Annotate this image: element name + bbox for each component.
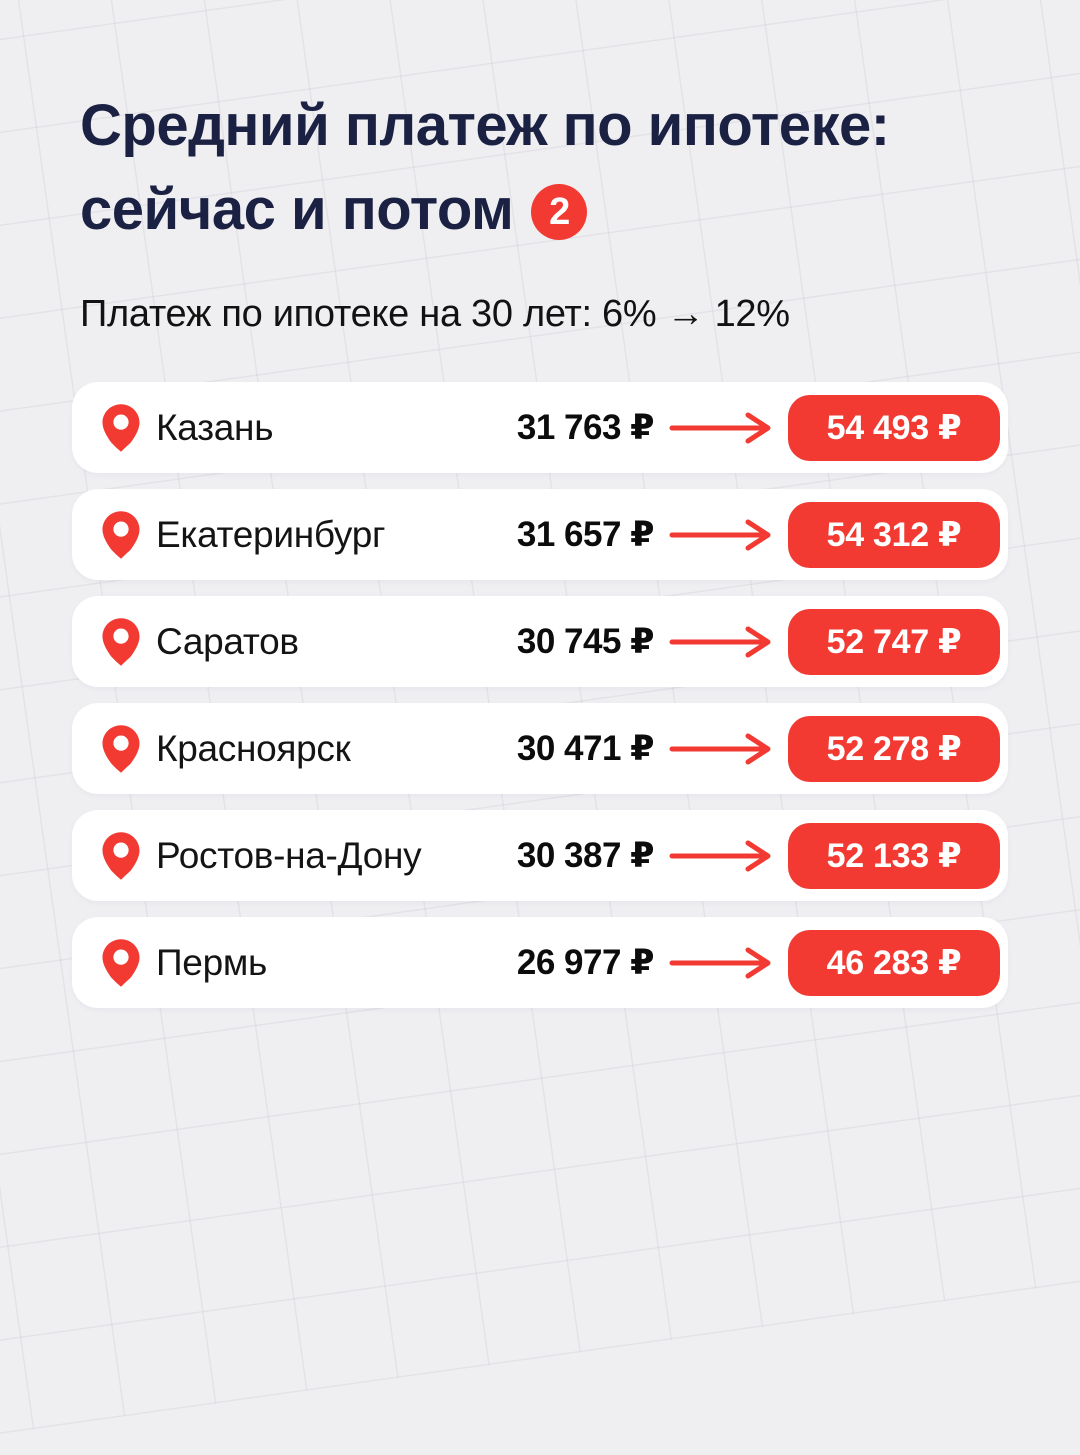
city-list: Казань 31 763 ₽ 54 493 ₽ Екатеринбург 31… [72, 382, 1008, 1009]
list-item: Екатеринбург 31 657 ₽ 54 312 ₽ [72, 489, 1008, 581]
payment-future-badge: 52 747 ₽ [788, 608, 1000, 675]
payment-future-badge: 52 278 ₽ [788, 715, 1000, 782]
payment-future-badge: 54 493 ₽ [788, 394, 1000, 461]
payment-current: 30 745 ₽ [516, 621, 655, 661]
arrow-right-icon [669, 733, 771, 765]
infographic: Средний платеж по ипотеке: сейчас и пото… [72, 84, 1008, 1009]
page-number-badge: 2 [531, 184, 588, 241]
city-name: Красноярск [156, 727, 351, 769]
page-title: Средний платеж по ипотеке: сейчас и пото… [80, 84, 1008, 251]
payment-current: 26 977 ₽ [516, 942, 655, 982]
city-name: Ростов-на-Дону [156, 834, 422, 876]
payment-current: 31 763 ₽ [516, 407, 655, 447]
location-pin-icon [102, 510, 140, 559]
city-name: Казань [156, 406, 274, 448]
location-pin-icon [102, 831, 140, 880]
location-pin-icon [102, 724, 140, 773]
list-item: Ростов-на-Дону 30 387 ₽ 52 133 ₽ [72, 810, 1008, 902]
list-item: Красноярск 30 471 ₽ 52 278 ₽ [72, 703, 1008, 795]
city-name: Саратов [156, 620, 299, 662]
city-name: Пермь [156, 941, 267, 983]
arrow-right-icon [669, 626, 771, 658]
payment-current: 30 387 ₽ [516, 835, 655, 875]
payment-future-badge: 54 312 ₽ [788, 501, 1000, 568]
arrow-right-icon [669, 519, 771, 551]
page-title-line2: сейчас и потом [80, 176, 514, 242]
list-item: Казань 31 763 ₽ 54 493 ₽ [72, 382, 1008, 474]
payment-current: 30 471 ₽ [516, 728, 655, 768]
location-pin-icon [102, 403, 140, 452]
arrow-right-icon [669, 840, 771, 872]
payment-future-badge: 46 283 ₽ [788, 929, 1000, 996]
arrow-right-icon [669, 412, 771, 444]
arrow-right-icon [669, 947, 771, 979]
payment-current: 31 657 ₽ [516, 514, 655, 554]
list-item: Саратов 30 745 ₽ 52 747 ₽ [72, 596, 1008, 688]
subtitle: Платеж по ипотеке на 30 лет: 6% → 12% [80, 293, 790, 336]
page-title-line2-wrap: сейчас и потом 2 [80, 168, 1008, 252]
location-pin-icon [102, 938, 140, 987]
location-pin-icon [102, 617, 140, 666]
city-name: Екатеринбург [156, 513, 386, 555]
page-title-line1: Средний платеж по ипотеке: [80, 93, 890, 158]
list-item: Пермь 26 977 ₽ 46 283 ₽ [72, 917, 1008, 1009]
payment-future-badge: 52 133 ₽ [788, 822, 1000, 889]
